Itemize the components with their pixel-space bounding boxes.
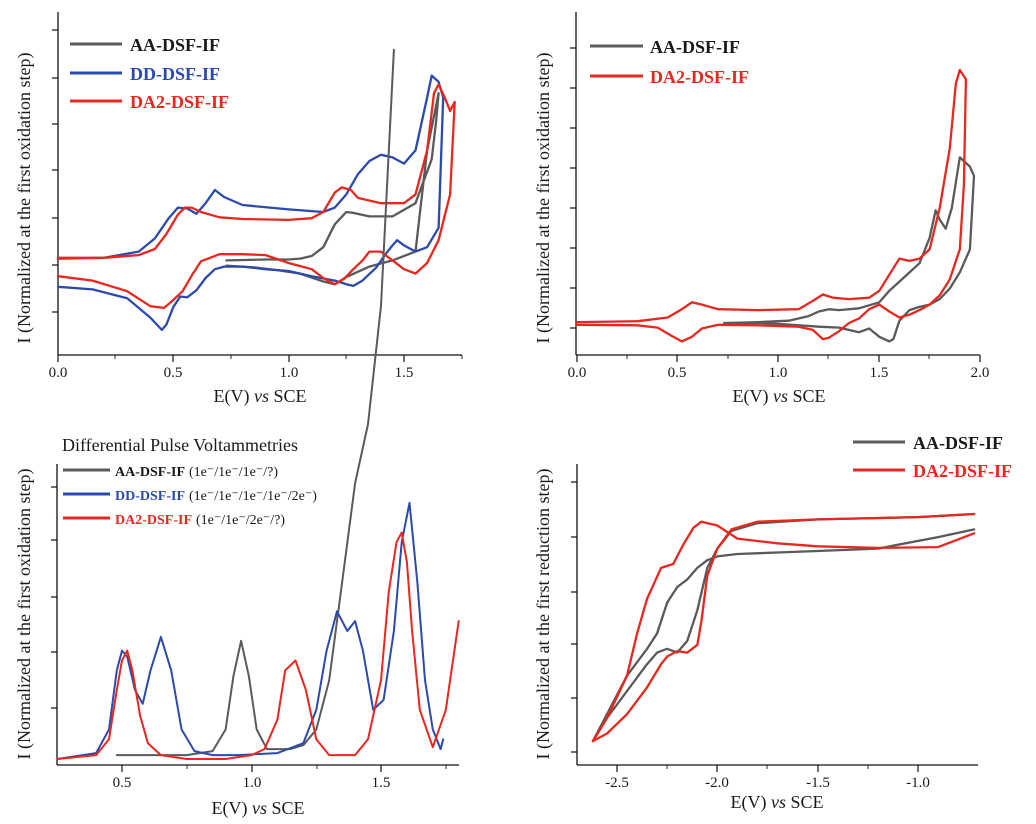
panel1-x-ticks xyxy=(57,355,463,362)
panel4-xtick-label: -2.0 xyxy=(705,775,729,791)
panel3-y-axis-label: I (Normalized at the first oxidation ste… xyxy=(14,469,35,760)
panel1-xtick-label: 1.0 xyxy=(280,365,299,381)
panel2-xtick-label: 2.0 xyxy=(971,365,990,381)
panel-bottom-left: 0.5 1.0 1.5 E(V) vs SCE I (Normalized at… xyxy=(14,48,460,819)
panel4-y-ticks xyxy=(571,481,577,753)
panel3-legend-entry: DD-DSF-IF (1e⁻/1e⁻/1e⁻/1e⁻/2e⁻) xyxy=(115,489,317,504)
panel4-x-axis-label: E(V) vs SCE xyxy=(731,792,824,813)
panel1-legend-label: DA2-DSF-IF xyxy=(130,92,229,112)
panel2-x-ticks xyxy=(576,355,981,362)
panel4-xtick-label: -1.0 xyxy=(906,775,930,791)
panel3-legend-entry: AA-DSF-IF (1e⁻/1e⁻/1e⁻/?) xyxy=(115,465,278,480)
panel3-legend-label: DA2-DSF-IF xyxy=(115,513,192,528)
panel1-y-ticks xyxy=(52,29,58,313)
panel3-legend: AA-DSF-IF (1e⁻/1e⁻/1e⁻/?) DD-DSF-IF (1e⁻/1… xyxy=(63,465,317,528)
panel3-series xyxy=(56,48,460,760)
panel2-x-axis-label: E(V) vs SCE xyxy=(733,386,826,407)
panel2-y-ticks xyxy=(570,47,576,329)
panel3-x-axis-label: E(V) vs SCE xyxy=(212,798,305,819)
panel3-xtick-label: 0.5 xyxy=(113,775,132,791)
panel4-series-da2-dsf-if xyxy=(591,512,976,743)
panel2-y-axis-label: I (Normalized at the first oxidation ste… xyxy=(533,53,554,344)
panel4-x-ticks xyxy=(616,765,919,772)
panel2-series-aa-dsf-if xyxy=(722,156,976,343)
panel1-series xyxy=(56,74,456,332)
panel4-series xyxy=(591,512,976,743)
panel3-legend-note: (1e⁻/1e⁻/1e⁻/?) xyxy=(189,465,278,480)
panel-top-right: 0.0 0.5 1.0 1.5 2.0 E(V) vs SCE I (Norma… xyxy=(533,12,989,407)
panel1-xtick-label: 0.5 xyxy=(164,365,183,381)
panel4-xtick-label: -1.5 xyxy=(806,775,830,791)
panel3-legend-note: (1e⁻/1e⁻/1e⁻/1e⁻/2e⁻) xyxy=(189,489,317,504)
panel3-legend-label: AA-DSF-IF xyxy=(115,465,185,480)
panel2-xtick-label: 1.0 xyxy=(769,365,788,381)
panel3-x-ticks xyxy=(121,765,447,772)
panel1-legend-label: DD-DSF-IF xyxy=(130,64,220,84)
panel4-legend: AA-DSF-IF DA2-DSF-IF xyxy=(853,433,1012,481)
panel1-x-axis-label: E(V) vs SCE xyxy=(214,386,307,407)
panel2-legend-label: DA2-DSF-IF xyxy=(650,67,749,87)
panel4-y-axis-label: I (Normalized at the first reduction ste… xyxy=(533,469,554,760)
panel3-series-dd-dsf-if xyxy=(56,501,445,760)
panel3-legend-label: DD-DSF-IF xyxy=(115,489,185,504)
panel2-xtick-label: 0.0 xyxy=(568,365,587,381)
panel2-xtick-label: 1.5 xyxy=(870,365,889,381)
panel4-legend-label: DA2-DSF-IF xyxy=(913,461,1012,481)
panel2-xtick-label: 0.5 xyxy=(668,365,687,381)
panel3-y-ticks xyxy=(51,486,57,709)
panel1-series-dd-dsf-if xyxy=(56,74,445,332)
panel-top-left: 0.0 0.5 1.0 1.5 E(V) vs SCE I (Normalize… xyxy=(14,12,463,407)
panel3-xtick-label: 1.0 xyxy=(243,775,262,791)
panel1-legend: AA-DSF-IF DD-DSF-IF DA2-DSF-IF xyxy=(70,35,229,112)
panel3-xtick-label: 1.5 xyxy=(372,775,391,791)
panel1-xtick-label: 1.5 xyxy=(395,365,414,381)
panel3-legend-note: (1e⁻/1e⁻/2e⁻/?) xyxy=(196,513,285,528)
panel1-y-axis-label: I (Normalized at the first oxidation ste… xyxy=(14,53,35,344)
panel3-series-aa-dsf-if xyxy=(115,48,395,757)
panel1-series-da2-dsf-if xyxy=(56,83,456,310)
panel3-title: Differential Pulse Voltammetries xyxy=(62,435,298,455)
panel2-series-da2-dsf-if xyxy=(575,68,968,343)
panel-bottom-right: -2.5 -2.0 -1.5 -1.0 E(V) vs SCE I (Norma… xyxy=(533,433,1012,813)
panel3-legend-entry: DA2-DSF-IF (1e⁻/1e⁻/2e⁻/?) xyxy=(115,513,285,528)
panel4-legend-label: AA-DSF-IF xyxy=(913,433,1003,453)
panel1-series-aa-dsf-if xyxy=(225,92,440,286)
panel2-legend-label: AA-DSF-IF xyxy=(650,37,740,57)
panel1-xtick-label: 0.0 xyxy=(49,365,68,381)
panel4-xtick-label: -2.5 xyxy=(605,775,629,791)
panel1-legend-label: AA-DSF-IF xyxy=(130,35,220,55)
panel2-series xyxy=(575,68,976,343)
panel3-series-da2-dsf-if xyxy=(56,531,460,760)
panel2-legend: AA-DSF-IF DA2-DSF-IF xyxy=(590,37,749,87)
